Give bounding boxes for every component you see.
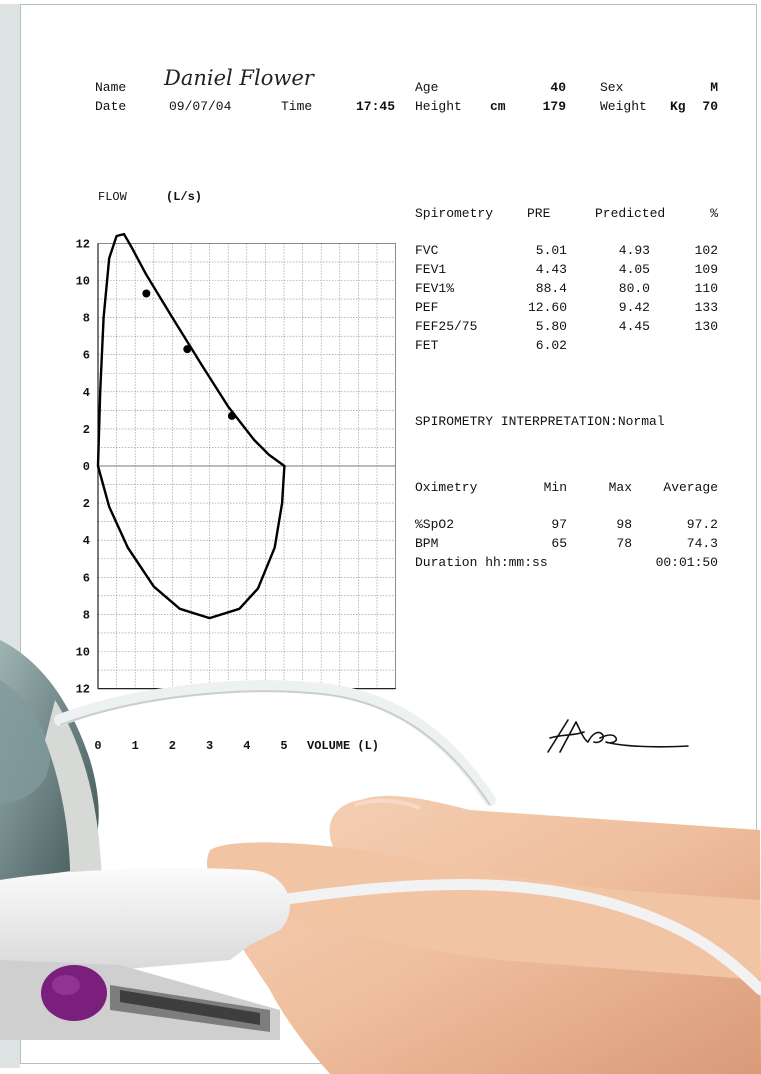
oxi-header-max: Max [608, 480, 632, 495]
weight-value: 70 [702, 99, 718, 114]
x-tick-label: 5 [280, 739, 287, 753]
time-value: 17:45 [356, 99, 396, 114]
x-tick-label: 2 [169, 739, 176, 753]
sex-value: M [710, 80, 718, 95]
oxi-row-min: 97 [551, 517, 567, 532]
sex-label: Sex [600, 80, 624, 95]
oxi-row-min: 65 [551, 536, 567, 551]
height-value: 179 [542, 99, 566, 114]
spiro-row-label: FET [415, 338, 439, 353]
spiro-row-predicted: 4.45 [618, 319, 650, 334]
spiro-row-pct: 109 [694, 262, 718, 277]
spiro-row-label: PEF [415, 300, 439, 315]
x-tick-label: 0 [94, 739, 101, 753]
spirometry-interpretation: SPIROMETRY INTERPRETATION:Normal [415, 414, 665, 429]
y-tick-label: 12 [76, 237, 90, 251]
spiro-row-pct: 102 [694, 243, 718, 258]
age-label: Age [415, 80, 439, 95]
spiro-row-label: FEV1 [415, 262, 447, 277]
x-tick-label: 4 [243, 739, 250, 753]
oxi-header-min: Min [543, 480, 567, 495]
y-tick-label: 0 [83, 460, 90, 474]
spiro-row-pct: 133 [694, 300, 718, 315]
finger-clip [0, 868, 290, 980]
data-point [227, 411, 236, 420]
spiro-row-predicted: 9.42 [618, 300, 650, 315]
y-tick-label: 6 [83, 349, 90, 363]
y-tick-label: 8 [83, 312, 90, 326]
y-tick-label: 4 [83, 534, 90, 548]
inspiratory-curve [96, 464, 286, 620]
spiro-row-pre: 6.02 [535, 338, 567, 353]
oxi-row-max: 78 [616, 536, 632, 551]
spiro-row-pct: 130 [694, 319, 718, 334]
y-tick-label: 6 [83, 571, 90, 585]
spiro-row-predicted: 4.93 [618, 243, 650, 258]
date-label: Date [95, 99, 127, 114]
spiro-header-pct: % [710, 206, 718, 221]
y-axis-label: FLOW [98, 190, 128, 204]
y-tick-label: 10 [76, 646, 90, 660]
spiro-row-pre: 88.4 [535, 281, 567, 296]
finger [206, 842, 761, 980]
age-value: 40 [550, 80, 566, 95]
date-value: 09/07/04 [169, 99, 232, 114]
oxi-row-label: %SpO2 [415, 517, 455, 532]
spiro-row-pct: 110 [694, 281, 718, 296]
patient-name: Daniel Flower [164, 66, 314, 90]
clip-cable [274, 879, 761, 996]
duration-label: Duration hh:mm:ss [415, 555, 548, 570]
chart-points [142, 289, 236, 420]
x-axis-label: VOLUME (L) [307, 739, 379, 753]
y-tick-label: 2 [83, 497, 90, 511]
oxi-header-label: Oximetry [415, 480, 478, 495]
y-tick-label: 10 [76, 275, 90, 289]
spiro-row-pre: 5.80 [535, 319, 567, 334]
spiro-row-predicted: 80.0 [618, 281, 650, 296]
spiro-header-pre: PRE [527, 206, 551, 221]
y-tick-label: 2 [83, 423, 90, 437]
oxi-row-label: BPM [415, 536, 439, 551]
duration-value: 00:01:50 [655, 555, 718, 570]
data-point [183, 345, 192, 354]
spiro-header-label: Spirometry [415, 206, 494, 221]
name-label: Name [95, 80, 127, 95]
weight-label: Weight [600, 99, 647, 114]
monitor-bezel [45, 700, 104, 910]
y-tick-label: 12 [76, 683, 90, 697]
oxi-row-avg: 97.2 [686, 517, 718, 532]
y-axis-unit: (L/s) [166, 190, 202, 204]
oxi-row-max: 98 [616, 517, 632, 532]
x-tick-label: 1 [132, 739, 139, 753]
spiro-header-predicted: Predicted [595, 206, 666, 221]
signature-image [547, 719, 689, 753]
spiro-row-label: FVC [415, 243, 439, 258]
oxi-header-average: Average [663, 480, 718, 495]
y-tick-label: 8 [83, 608, 90, 622]
spiro-row-predicted: 4.05 [618, 262, 650, 277]
sensor-cable [54, 680, 496, 806]
expiratory-curve [96, 232, 286, 468]
spiro-row-pre: 12.60 [527, 300, 567, 315]
monitor-screen [0, 680, 50, 805]
time-label: Time [281, 99, 313, 114]
spiro-row-label: FEV1% [415, 281, 455, 296]
weight-unit: Kg [670, 99, 686, 114]
spiro-row-label: FEF25/75 [415, 319, 478, 334]
data-point [142, 289, 151, 298]
height-label: Height [415, 99, 462, 114]
oxi-row-avg: 74.3 [686, 536, 718, 551]
chart-curves [96, 232, 286, 620]
height-unit: cm [490, 99, 506, 114]
y-tick-label: 4 [83, 386, 90, 400]
spiro-row-pre: 4.43 [535, 262, 567, 277]
spiro-row-pre: 5.01 [535, 243, 567, 258]
x-tick-label: 3 [206, 739, 213, 753]
